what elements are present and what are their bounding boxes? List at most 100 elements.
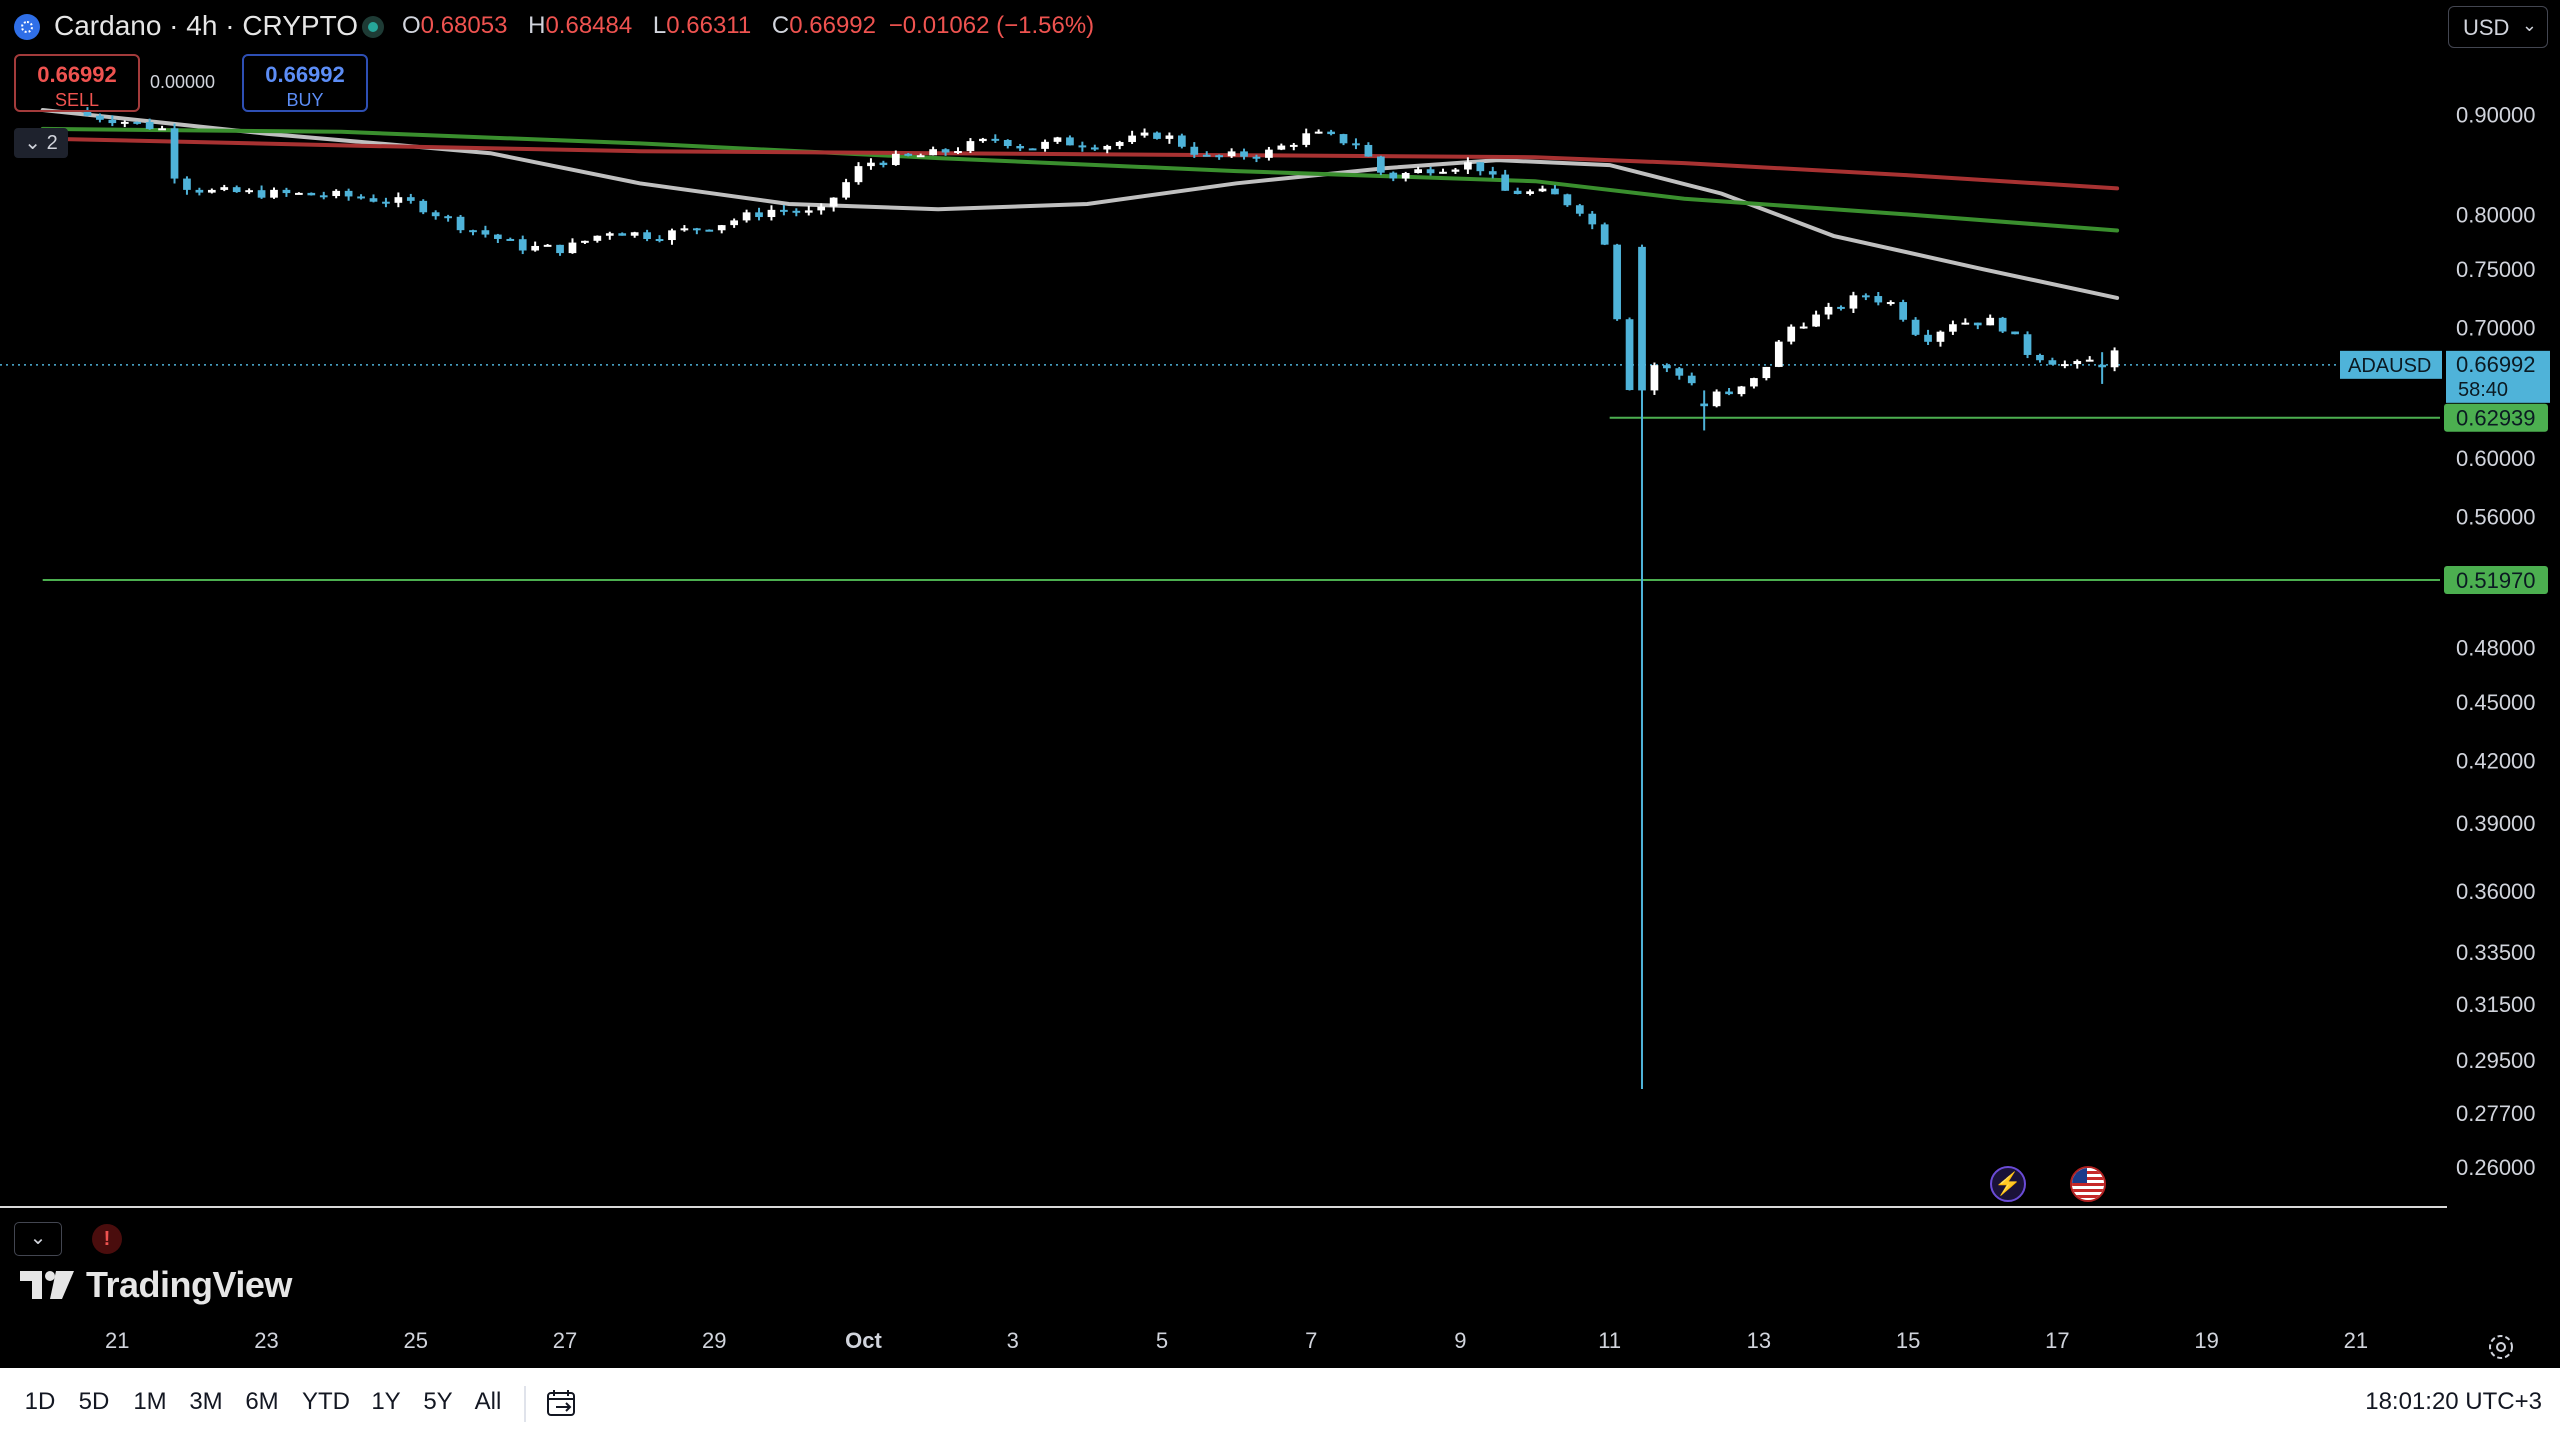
candle-down[interactable] bbox=[1874, 296, 1883, 303]
candle-up[interactable] bbox=[120, 121, 129, 124]
candle-down[interactable] bbox=[705, 229, 714, 232]
candle-down[interactable] bbox=[344, 190, 353, 197]
candle-up[interactable] bbox=[730, 220, 739, 226]
candle-down[interactable] bbox=[1327, 131, 1335, 135]
range-button-5y[interactable]: 5Y bbox=[423, 1388, 453, 1415]
candle-up[interactable] bbox=[1824, 306, 1833, 315]
candle-up[interactable] bbox=[854, 166, 863, 183]
candle-down[interactable] bbox=[232, 187, 241, 193]
candle-down[interactable] bbox=[1861, 295, 1870, 298]
candle-down[interactable] bbox=[1476, 162, 1485, 172]
buy-button[interactable]: 0.66992 BUY bbox=[242, 54, 368, 112]
candle-down[interactable] bbox=[1663, 365, 1671, 369]
candle-down[interactable] bbox=[481, 230, 490, 235]
candle-up[interactable] bbox=[2060, 364, 2069, 367]
candle-up[interactable] bbox=[1774, 341, 1783, 367]
candle-up[interactable] bbox=[1227, 151, 1236, 157]
candle-up[interactable] bbox=[1439, 171, 1447, 174]
candle-down[interactable] bbox=[1016, 146, 1025, 149]
candle-down[interactable] bbox=[556, 244, 564, 254]
pane-collapse-button[interactable]: ⌄ bbox=[14, 1222, 62, 1256]
candle-down[interactable] bbox=[1352, 143, 1360, 146]
candle-up[interactable] bbox=[1750, 378, 1758, 387]
candle-down[interactable] bbox=[780, 209, 788, 212]
candle-up[interactable] bbox=[543, 244, 552, 247]
candle-up[interactable] bbox=[668, 230, 676, 241]
candle-up[interactable] bbox=[1128, 135, 1136, 143]
candle-up[interactable] bbox=[1762, 366, 1771, 379]
candle-up[interactable] bbox=[929, 149, 937, 156]
candle-down[interactable] bbox=[1240, 151, 1248, 157]
candle-down[interactable] bbox=[904, 153, 913, 156]
candle-down[interactable] bbox=[1998, 317, 2007, 332]
candle-up[interactable] bbox=[1165, 135, 1174, 139]
candle-down[interactable] bbox=[307, 192, 316, 196]
candle-down[interactable] bbox=[1364, 144, 1373, 157]
candle-up[interactable] bbox=[581, 240, 589, 243]
candle-down[interactable] bbox=[369, 198, 378, 202]
candle-down[interactable] bbox=[1675, 368, 1684, 376]
sell-button[interactable]: 0.66992 SELL bbox=[14, 54, 140, 112]
candle-up[interactable] bbox=[979, 138, 987, 142]
range-button-1y[interactable]: 1Y bbox=[371, 1388, 401, 1415]
candle-down[interactable] bbox=[518, 239, 527, 251]
candle-up[interactable] bbox=[1401, 172, 1410, 179]
range-button-1m[interactable]: 1M bbox=[133, 1388, 167, 1415]
candle-down[interactable] bbox=[431, 212, 440, 217]
indicators-toggle-button[interactable]: ⌄ 2 bbox=[14, 128, 68, 158]
candle-up[interactable] bbox=[1650, 365, 1659, 391]
candle-up[interactable] bbox=[1314, 131, 1323, 134]
candle-down[interactable] bbox=[1513, 190, 1522, 195]
candle-up[interactable] bbox=[829, 197, 838, 207]
candle-up[interactable] bbox=[1812, 314, 1820, 327]
range-button-ytd[interactable]: YTD bbox=[302, 1388, 350, 1415]
clock[interactable]: 18:01:20 UTC+3 bbox=[2365, 1388, 2542, 1415]
candle-up[interactable] bbox=[1414, 169, 1422, 173]
candle-up[interactable] bbox=[1986, 317, 1995, 326]
candle-down[interactable] bbox=[145, 122, 154, 129]
currency-select[interactable]: USD ⌄ bbox=[2448, 6, 2548, 48]
range-button-all[interactable]: All bbox=[474, 1388, 502, 1415]
candle-down[interactable] bbox=[108, 119, 117, 124]
candle-down[interactable] bbox=[1837, 306, 1845, 309]
candle-up[interactable] bbox=[1140, 132, 1149, 136]
candle-down[interactable] bbox=[1488, 171, 1497, 175]
symbol-title[interactable]: Cardano · 4h · CRYPTO bbox=[54, 10, 358, 41]
candle-up[interactable] bbox=[270, 189, 278, 198]
candle-up[interactable] bbox=[630, 232, 639, 236]
candle-down[interactable] bbox=[382, 201, 390, 204]
alert-icon[interactable]: ! bbox=[92, 1224, 122, 1254]
candle-up[interactable] bbox=[1115, 142, 1124, 146]
candle-down[interactable] bbox=[1638, 246, 1646, 391]
candle-down[interactable] bbox=[2098, 364, 2106, 368]
candle-up[interactable] bbox=[2073, 361, 2082, 365]
candle-up[interactable] bbox=[568, 242, 577, 254]
candle-up[interactable] bbox=[2110, 350, 2119, 368]
candle-down[interactable] bbox=[1389, 172, 1398, 179]
candle-up[interactable] bbox=[1538, 188, 1547, 192]
calendar-range-icon[interactable] bbox=[544, 1386, 580, 1422]
candle-up[interactable] bbox=[1464, 162, 1472, 170]
candle-down[interactable] bbox=[1924, 334, 1932, 342]
candle-up[interactable] bbox=[1265, 149, 1273, 158]
candle-down[interactable] bbox=[1563, 194, 1572, 206]
candle-down[interactable] bbox=[2011, 331, 2019, 335]
time-axis[interactable]: 21 23 25 27 29 Oct 3 5 7 9 11 13 15 17 19 21 bbox=[0, 1328, 2560, 1368]
candle-up[interactable] bbox=[891, 153, 900, 166]
candle-up[interactable] bbox=[1787, 326, 1796, 342]
candle-down[interactable] bbox=[879, 162, 888, 166]
candle-down[interactable] bbox=[444, 216, 452, 219]
candle-up[interactable] bbox=[1103, 145, 1112, 150]
candle-up[interactable] bbox=[742, 212, 751, 221]
candle-up[interactable] bbox=[332, 190, 341, 197]
candle-down[interactable] bbox=[1625, 319, 1634, 391]
candle-down[interactable] bbox=[456, 216, 465, 231]
candle-down[interactable] bbox=[1252, 156, 1261, 159]
lightning-event-icon[interactable]: ⚡ bbox=[1990, 1166, 2026, 1202]
candle-up[interactable] bbox=[1886, 302, 1895, 305]
candle-down[interactable] bbox=[1700, 403, 1709, 407]
candle-up[interactable] bbox=[1737, 386, 1746, 395]
candle-down[interactable] bbox=[133, 121, 142, 124]
candle-down[interactable] bbox=[941, 149, 950, 153]
